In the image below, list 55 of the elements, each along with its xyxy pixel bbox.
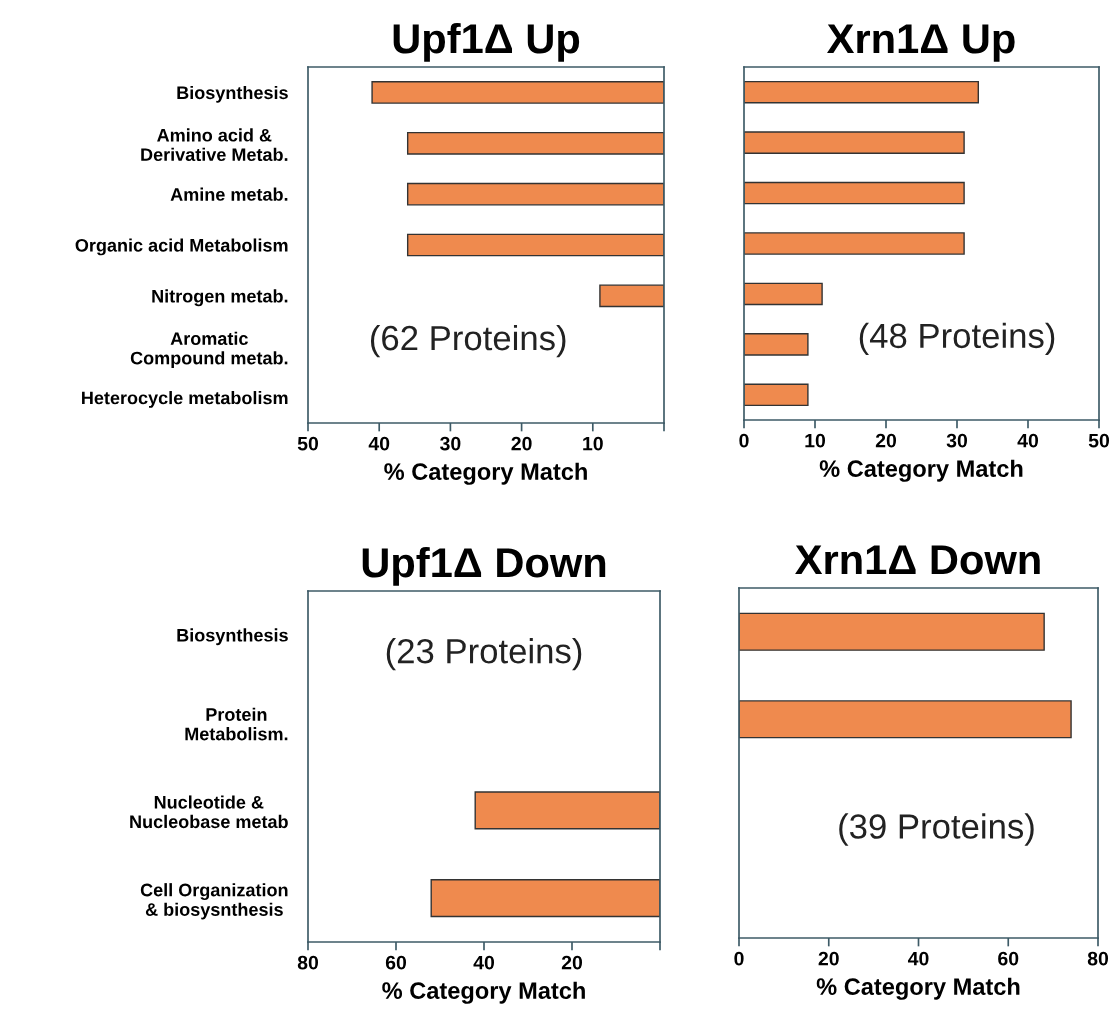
x-tick-label: 60 <box>998 951 1019 966</box>
chart-title: Upf1Δ Up <box>393 22 580 62</box>
x-tick-label: 0 <box>734 951 744 966</box>
x-tick-label: 30 <box>946 433 968 448</box>
x-axis-title: % Category Match <box>384 462 587 485</box>
x-tick-label: 10 <box>805 433 826 448</box>
y-tick-label: Cell Organization & biosysnthesis <box>140 883 288 920</box>
x-tick-label: 20 <box>511 436 532 451</box>
x-tick-label: 80 <box>1087 951 1109 966</box>
bar <box>406 131 664 155</box>
y-tick-label: Biosynthesis <box>177 628 288 646</box>
y-tick-label: Biosynthesis <box>177 85 288 103</box>
bar <box>744 131 965 154</box>
chart-title: Xrn1Δ Down <box>795 545 1040 575</box>
x-tick-label: 60 <box>385 955 407 970</box>
x-tick-label: 80 <box>297 955 319 970</box>
y-tick-label: Amino acid & Derivative Metab. <box>141 128 288 162</box>
x-tick-label: 40 <box>473 955 495 970</box>
x-tick-label: 50 <box>297 436 319 451</box>
bar <box>744 80 979 104</box>
x-tick-label: 0 <box>739 433 749 448</box>
x-tick-label: 20 <box>561 955 583 970</box>
bar <box>406 182 664 206</box>
bar <box>371 81 664 104</box>
x-tick-label: 50 <box>1088 433 1110 448</box>
y-tick-label: Nitrogen metab. <box>152 289 288 307</box>
bar <box>744 282 823 306</box>
x-tick-label: 20 <box>875 433 897 448</box>
annotation: (48 Proteins) <box>859 322 1055 355</box>
y-tick-label: Nucleotide & Nucleobase metab <box>130 795 288 829</box>
x-tick-label: 40 <box>368 436 390 451</box>
x-tick-label: 30 <box>440 436 461 451</box>
y-tick-label: Organic acid Metabolism <box>75 238 288 256</box>
chart-title: Upf1Δ Down <box>362 546 606 586</box>
bar <box>744 383 809 407</box>
y-tick-label: Amine metab. <box>170 187 288 201</box>
y-tick-label: Aromatic Compound metab. <box>130 331 288 369</box>
annotation: (39 Proteins) <box>839 813 1034 846</box>
x-axis-title: % Category Match <box>816 977 1020 1000</box>
x-tick-label: 40 <box>907 951 929 966</box>
x-axis-title: % Category Match <box>819 459 1023 482</box>
bar <box>744 232 965 255</box>
y-tick-label: Heterocycle metabolism <box>82 391 288 408</box>
x-tick-label: 10 <box>583 436 603 451</box>
x-tick-label: 40 <box>1017 433 1039 448</box>
annotation: (23 Proteins) <box>386 638 582 671</box>
bar <box>406 233 664 257</box>
x-tick-label: 20 <box>818 951 839 966</box>
bar <box>599 284 664 308</box>
x-axis-title: % Category Match <box>382 981 585 1004</box>
bar <box>744 181 965 205</box>
bar <box>744 333 809 356</box>
chart-title: Xrn1Δ Up <box>827 24 1015 62</box>
annotation: (62 Proteins) <box>370 324 566 358</box>
y-tick-label: Protein Metabolism. <box>185 707 288 741</box>
